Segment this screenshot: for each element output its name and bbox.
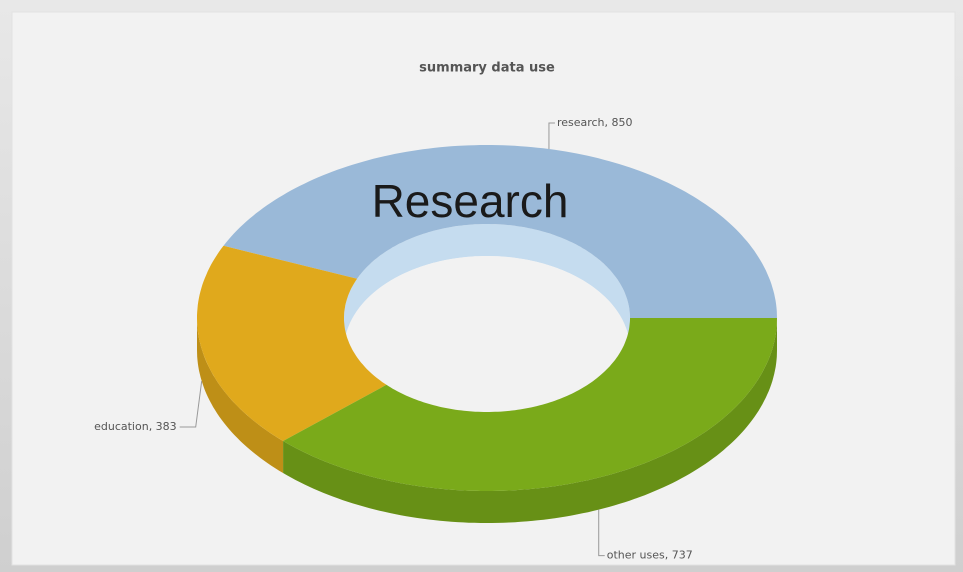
segment xyxy=(197,245,387,441)
data-label: research, 850 xyxy=(557,116,633,129)
annotation: Research xyxy=(372,175,569,227)
data-label: education, 383 xyxy=(94,420,177,433)
segment xyxy=(283,318,777,491)
data-label: other uses, 737 xyxy=(607,549,693,562)
chart-title: summary data use xyxy=(419,61,555,76)
segment-side-shade xyxy=(197,318,284,473)
hole-wall xyxy=(344,224,630,350)
segment-side xyxy=(197,318,284,473)
segment-side-shade xyxy=(283,318,777,523)
leader-line xyxy=(598,509,605,557)
leader-line xyxy=(548,122,555,149)
segment-side xyxy=(283,318,777,523)
segment xyxy=(223,145,777,318)
donut xyxy=(197,145,777,523)
hole-floor xyxy=(344,256,630,444)
leader-line xyxy=(179,380,203,428)
